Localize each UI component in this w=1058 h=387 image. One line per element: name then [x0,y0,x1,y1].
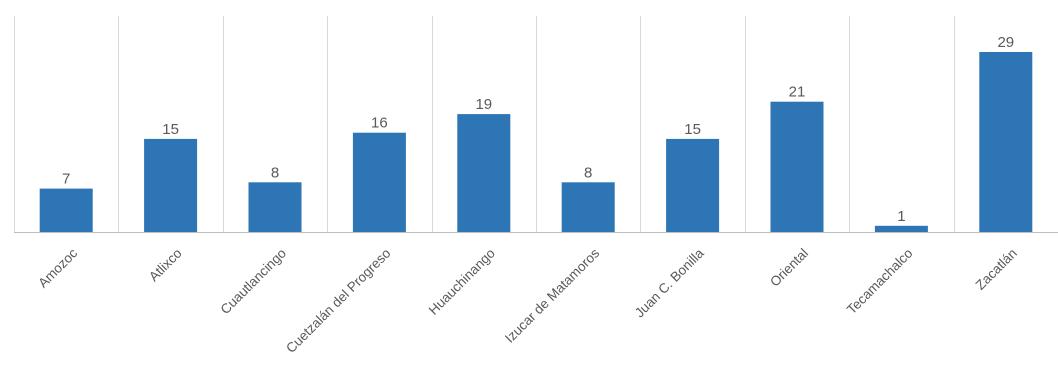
bar [666,138,720,232]
bar [248,182,302,232]
bar [457,114,511,232]
bar [39,188,93,232]
data-label: 7 [62,171,70,188]
bar [979,52,1033,232]
data-label: 8 [584,164,592,181]
category-label: Oriental [767,246,811,290]
bar [874,225,928,232]
bar [561,182,615,232]
data-label: 1 [897,208,905,225]
category-label: Tecamachalco [844,246,916,318]
bar [352,132,406,232]
category-label: Huauchinango [426,246,498,318]
category-label: Atlixco [146,246,185,285]
category-label: Cuetzalán del Progreso [283,246,393,356]
data-label: 15 [684,121,701,138]
category-label: Izucar de Matamoros [502,245,602,345]
bar [770,101,824,232]
category-label: Zacatlán [973,246,1020,293]
category-label: Juan C. Bonilla [632,245,707,320]
data-labels: 7 15 8 16 19 8 15 21 1 29 [62,34,1014,225]
data-label: 16 [371,115,388,132]
category-label: Cuautlancingo [217,246,289,318]
bars [39,52,1033,232]
category-label: Amozoc [35,245,80,290]
gridlines [14,16,955,232]
data-label: 29 [997,34,1014,51]
data-label: 21 [789,84,806,101]
data-label: 8 [271,164,279,181]
data-label: 15 [162,121,179,138]
bar [144,138,198,232]
data-label: 19 [475,96,492,113]
